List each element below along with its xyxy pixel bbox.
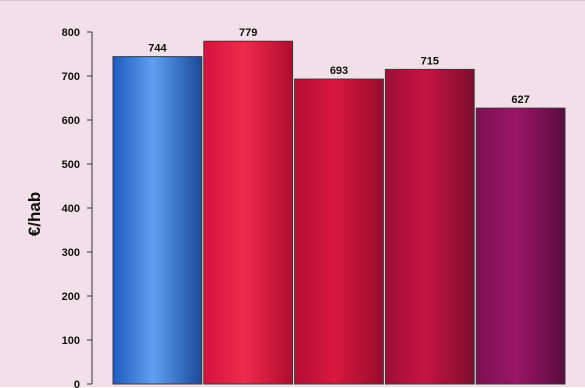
y-tick-label: 0 [74,379,80,388]
bar-2 [203,40,294,385]
y-tick-label: 200 [62,291,80,303]
y-tick-label: 100 [62,335,80,347]
y-axis-title: €/hab [25,192,44,236]
data-labels: 744 779 693 715 627 [148,27,530,106]
y-tick-label: 500 [62,159,80,171]
y-tick-label: 300 [62,247,80,259]
y-tick-label: 800 [62,27,80,39]
bars [112,40,566,385]
bar-5 [475,107,566,385]
y-tick-label: 600 [62,115,80,127]
data-label-4: 715 [421,55,439,67]
bar-3 [294,78,384,385]
y-tick-label: 400 [62,203,80,215]
data-label-3: 693 [330,65,348,77]
data-label-1: 744 [148,43,167,55]
bar-1 [112,56,203,385]
bar-4 [384,68,475,385]
data-label-2: 779 [239,27,257,39]
data-label-5: 627 [511,94,529,106]
y-tick-label: 700 [62,71,80,83]
y-axis: 0 100 200 300 400 500 600 700 800 [62,27,93,388]
